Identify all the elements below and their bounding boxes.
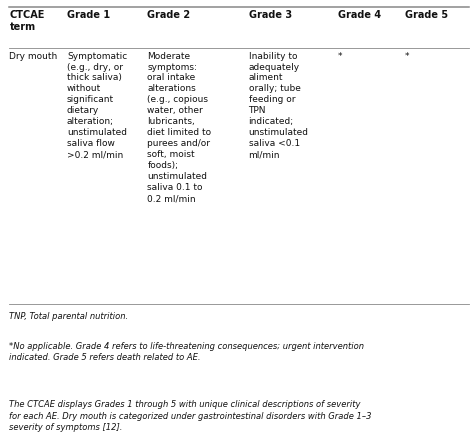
Text: CTCAE
term: CTCAE term <box>9 10 45 32</box>
Text: *: * <box>405 52 410 61</box>
Text: The CTCAE displays Grades 1 through 5 with unique clinical descriptions of sever: The CTCAE displays Grades 1 through 5 wi… <box>9 400 372 432</box>
Text: Grade 3: Grade 3 <box>248 10 292 20</box>
Text: *: * <box>338 52 343 61</box>
Text: Grade 1: Grade 1 <box>67 10 110 20</box>
Text: Grade 5: Grade 5 <box>405 10 448 20</box>
Text: Dry mouth: Dry mouth <box>9 52 58 61</box>
Text: *No applicable. Grade 4 refers to life-threatening consequences; urgent interven: *No applicable. Grade 4 refers to life-t… <box>9 342 365 362</box>
Text: Moderate
symptoms:
oral intake
alterations
(e.g., copious
water, other
lubricant: Moderate symptoms: oral intake alteratio… <box>147 52 211 203</box>
Text: Grade 2: Grade 2 <box>147 10 191 20</box>
Text: Inability to
adequately
aliment
orally; tube
feeding or
TPN
indicated;
unstimula: Inability to adequately aliment orally; … <box>248 52 309 159</box>
Text: Grade 4: Grade 4 <box>338 10 382 20</box>
Text: TNP, Total parental nutrition.: TNP, Total parental nutrition. <box>9 312 128 321</box>
Text: Symptomatic
(e.g., dry, or
thick saliva)
without
significant
dietary
alteration;: Symptomatic (e.g., dry, or thick saliva)… <box>67 52 127 159</box>
